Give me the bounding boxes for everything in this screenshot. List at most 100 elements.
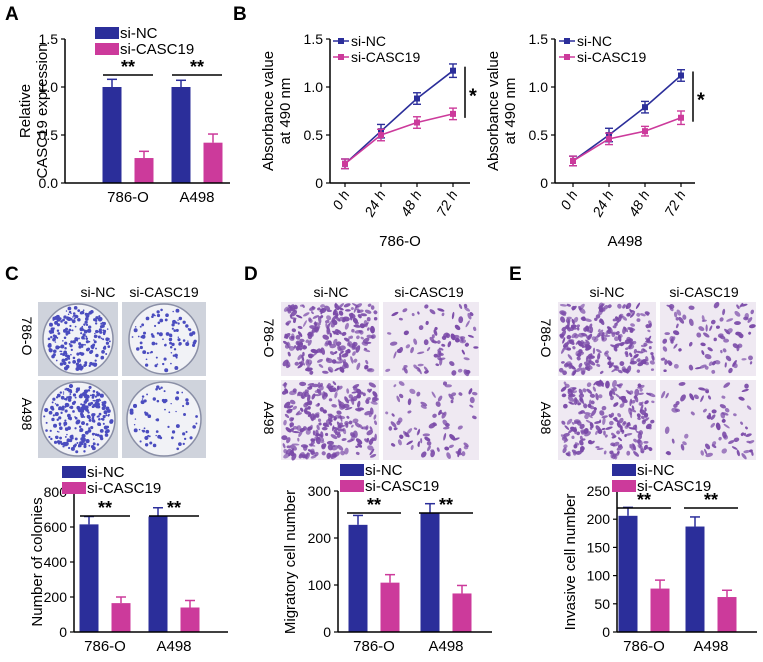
stained-cell [576,420,582,426]
y-tick-label: 250 [587,483,611,499]
stained-cell [344,396,350,404]
stained-cell [317,307,321,311]
stained-cell [366,397,371,401]
colony [75,387,80,392]
y-tick-label: 0 [602,624,610,640]
stained-cell [724,362,727,368]
stained-cell [605,426,613,430]
colony [132,403,138,409]
colony [86,409,89,412]
colony [88,427,91,430]
stained-cell [644,400,649,405]
colony [54,403,57,405]
stained-cell [598,306,606,312]
stained-cell [562,447,567,454]
legend-marker [564,38,570,44]
stained-cell [433,329,438,336]
stained-cell [710,422,716,428]
colony [178,316,183,321]
stained-cell [322,370,329,374]
colony [54,315,59,320]
colony [181,391,184,394]
colony [170,362,172,365]
stained-cell [575,367,582,373]
stained-cell [732,362,738,369]
stained-cell [458,316,464,324]
colony [79,365,84,370]
stained-cell [300,444,309,448]
colony [81,352,85,356]
stained-cell [336,329,342,335]
image-col-label-si-casc19: si-CASC19 [129,284,198,300]
stained-cell [348,394,354,399]
y-tick-label: 0 [59,624,67,640]
stained-cell [339,415,343,422]
stained-cell [350,341,356,348]
stained-cell [621,315,628,321]
stained-cell [581,344,585,348]
stained-cell [626,391,632,395]
stained-cell [639,388,643,392]
stained-cell [432,413,437,418]
stained-cell [291,443,300,446]
stained-cell [616,422,622,428]
stained-cell [585,339,590,345]
colony [163,390,166,393]
stained-cell [744,312,749,320]
stained-cell [688,341,693,347]
stained-cell [362,392,366,397]
stained-cell [461,349,465,355]
stained-cell [628,427,637,430]
colony [77,443,82,448]
stained-cell [299,381,307,387]
colony [57,332,61,335]
stained-cell [352,418,359,424]
stained-cell [282,359,289,367]
colony [52,349,57,354]
colony [62,340,64,342]
stained-cell [635,302,641,309]
stained-cell [597,382,605,387]
colony [74,337,79,342]
stained-cell [600,332,605,337]
stained-cell [664,332,671,336]
colony [93,334,98,339]
colony [66,433,68,436]
stained-cell [337,425,342,429]
stained-cell [625,305,628,310]
stained-cell [451,392,457,397]
stained-cell [463,369,470,377]
stained-cell [601,415,608,419]
stained-cell [733,413,737,417]
stained-cell [711,369,716,374]
colony [64,327,69,331]
stained-cell [709,325,713,332]
colony [48,330,52,333]
stained-cell [632,443,637,451]
colony [84,317,89,321]
stained-cell [307,405,311,410]
panel-letter-c: C [5,264,19,285]
colony [56,430,59,433]
stained-cell [417,351,425,355]
colony [50,335,53,339]
stained-cell [374,420,378,425]
stained-cell [640,348,646,353]
data-point [678,114,684,121]
stained-cell [633,438,638,443]
stained-cell [617,412,622,418]
stained-cell [303,407,308,413]
stained-cell [670,339,674,344]
colony [177,319,179,321]
stained-cell [348,420,353,425]
colony [66,438,71,443]
stained-cell [339,353,342,361]
stained-cell [572,346,576,350]
colony [171,430,176,434]
stained-cell [688,364,694,371]
stained-cell [620,429,625,433]
stained-cell [560,346,566,354]
stained-cell [634,388,640,397]
colony [191,331,196,335]
